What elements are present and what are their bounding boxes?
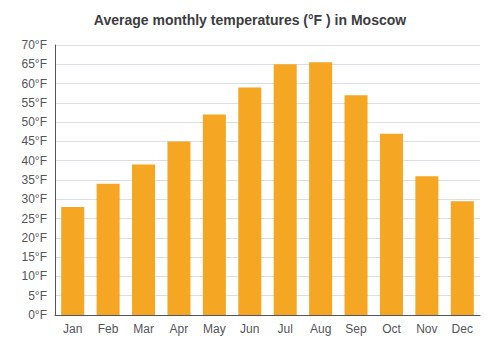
- svg-text:15°F: 15°F: [22, 250, 47, 264]
- svg-text:0°F: 0°F: [28, 308, 47, 322]
- svg-text:25°F: 25°F: [22, 212, 47, 226]
- svg-text:45°F: 45°F: [22, 134, 47, 148]
- svg-text:Jan: Jan: [63, 322, 82, 336]
- svg-text:20°F: 20°F: [22, 231, 47, 245]
- svg-text:Mar: Mar: [133, 322, 154, 336]
- svg-text:Oct: Oct: [382, 322, 401, 336]
- svg-text:30°F: 30°F: [22, 192, 47, 206]
- svg-text:Feb: Feb: [98, 322, 119, 336]
- svg-text:Average monthly temperatures (: Average monthly temperatures (°F ) in Mo…: [94, 12, 406, 28]
- svg-text:60°F: 60°F: [22, 77, 47, 91]
- svg-text:Nov: Nov: [416, 322, 437, 336]
- svg-text:May: May: [203, 322, 226, 336]
- svg-text:Aug: Aug: [310, 322, 331, 336]
- svg-text:Jul: Jul: [278, 322, 293, 336]
- svg-text:50°F: 50°F: [22, 115, 47, 129]
- svg-text:10°F: 10°F: [22, 269, 47, 283]
- svg-text:40°F: 40°F: [22, 154, 47, 168]
- svg-text:Apr: Apr: [170, 322, 189, 336]
- svg-text:65°F: 65°F: [22, 57, 47, 71]
- svg-text:Dec: Dec: [452, 322, 473, 336]
- svg-text:Sep: Sep: [345, 322, 367, 336]
- svg-text:35°F: 35°F: [22, 173, 47, 187]
- svg-text:55°F: 55°F: [22, 96, 47, 110]
- svg-text:5°F: 5°F: [28, 289, 47, 303]
- svg-text:Jun: Jun: [240, 322, 259, 336]
- svg-text:70°F: 70°F: [22, 38, 47, 52]
